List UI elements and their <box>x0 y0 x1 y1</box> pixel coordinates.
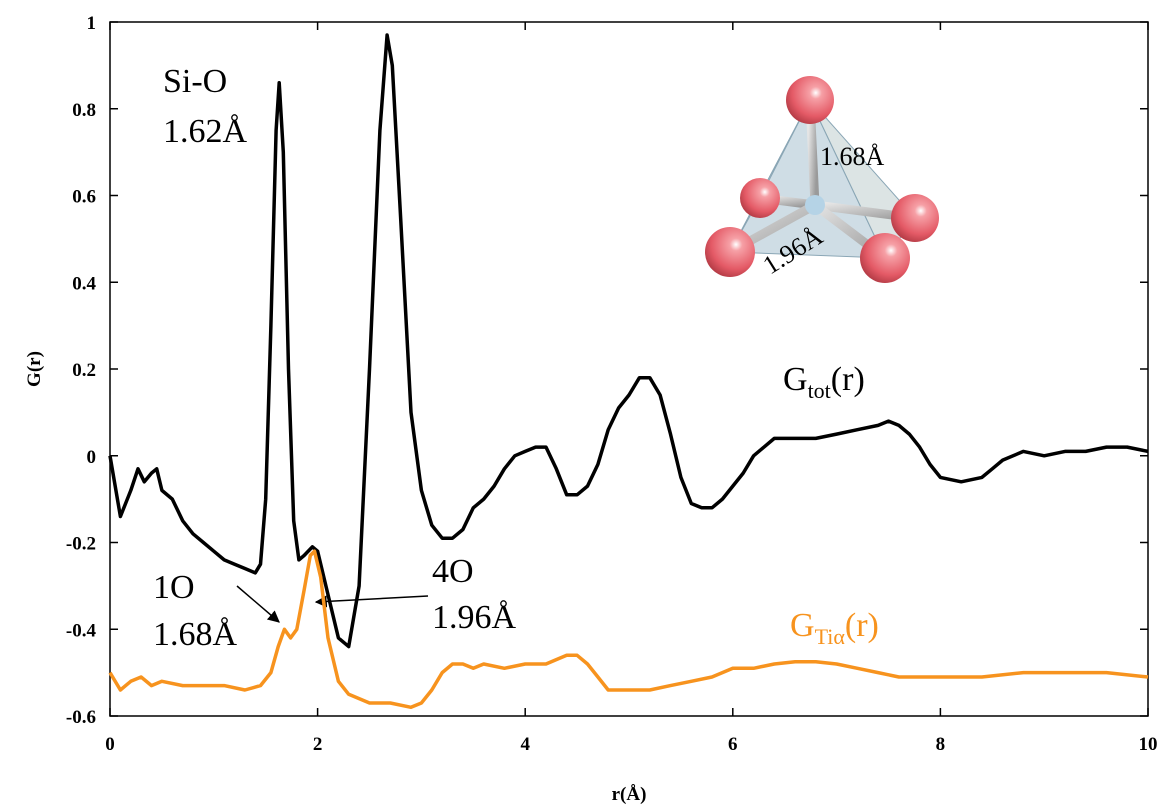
series-label-tail: (r) <box>845 607 879 644</box>
y-tick-label: -0.4 <box>66 620 97 641</box>
oxygen-atom <box>786 76 834 124</box>
series-label-main: G <box>790 607 815 644</box>
series-label-main: G <box>783 361 808 398</box>
oxygen-atom <box>891 194 939 242</box>
x-tick-label: 4 <box>520 734 530 755</box>
oxygen-atom <box>860 233 910 283</box>
y-axis-label: G(r) <box>24 351 45 387</box>
annotation: 1.62Å <box>163 113 248 150</box>
y-tick-label: 0 <box>87 447 97 468</box>
series-label: Gtot(r) <box>783 361 865 403</box>
annotation: Si-O <box>163 63 227 100</box>
oxygen-atom <box>705 227 755 277</box>
series-label-sub: tot <box>808 378 831 403</box>
oxygen-atom <box>740 178 780 218</box>
y-tick-label: 0.6 <box>72 187 96 208</box>
tetrahedron-inset <box>705 76 939 283</box>
x-tick-label: 2 <box>313 734 323 755</box>
arrow <box>236 585 280 623</box>
series-label-sub: Tiα <box>815 624 846 649</box>
x-tick-label: 10 <box>1139 734 1158 755</box>
y-tick-label: 0.2 <box>72 360 96 381</box>
y-tick-label: -0.6 <box>66 707 96 728</box>
y-tick-label: 0.8 <box>72 100 96 121</box>
annotation: 1.96Å <box>432 599 517 636</box>
center-atom <box>805 195 825 215</box>
series-label-tail: (r) <box>831 361 865 398</box>
arrow <box>314 595 429 608</box>
series-line <box>108 549 1149 710</box>
annotation: 1.68Å <box>820 142 885 171</box>
y-tick-label: 1 <box>87 13 97 34</box>
y-tick-label: -0.2 <box>66 534 96 555</box>
annotation: 4O <box>432 553 474 590</box>
annotation: 1.68Å <box>153 616 238 653</box>
y-tick-label: 0.4 <box>72 273 96 294</box>
series-label: GTiα(r) <box>790 607 879 649</box>
x-axis-label: r(Å) <box>612 784 647 805</box>
x-tick-label: 0 <box>105 734 115 755</box>
x-tick-label: 8 <box>936 734 946 755</box>
series-line <box>108 33 1149 649</box>
x-tick-label: 6 <box>728 734 738 755</box>
annotation: 1O <box>153 569 195 606</box>
plot-frame <box>109 21 1149 717</box>
